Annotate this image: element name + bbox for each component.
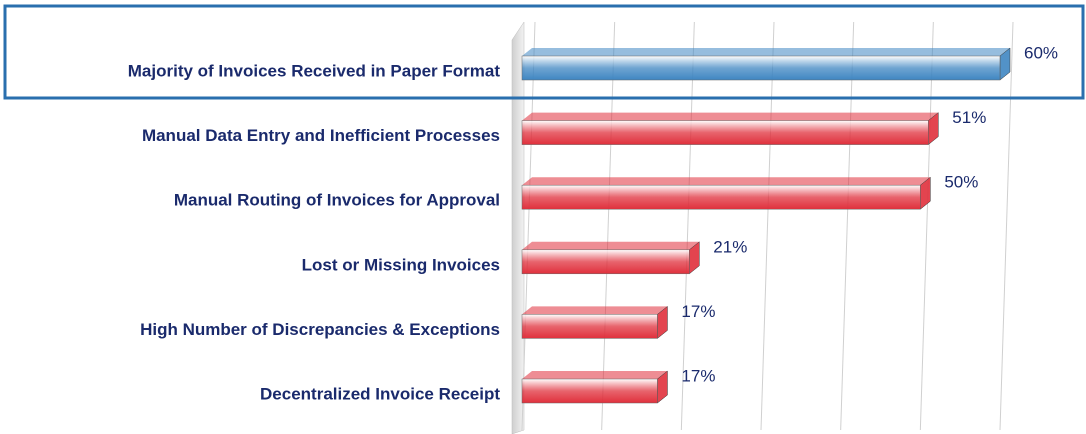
value-label: 50% (944, 173, 978, 192)
bar (521, 314, 658, 339)
grid-line (919, 21, 934, 431)
bar (521, 55, 1001, 81)
bar-top (522, 241, 700, 250)
grid-line (999, 21, 1014, 431)
category-label: Manual Routing of Invoices for Approval (174, 191, 500, 210)
value-label: 21% (713, 237, 747, 256)
value-label: 17% (681, 302, 715, 321)
bar (521, 184, 921, 210)
bar (521, 120, 929, 145)
bar (521, 249, 690, 275)
grid-line (521, 21, 536, 431)
grid-line (760, 21, 775, 431)
bar-top (522, 306, 668, 315)
grid-line (840, 21, 855, 431)
bar-top (522, 371, 668, 379)
highlight-box (3, 4, 1085, 100)
value-label: 60% (1024, 43, 1058, 62)
side-wall (511, 21, 525, 434)
category-label: Majority of Invoices Received in Paper F… (128, 61, 501, 80)
grid-line (601, 21, 616, 431)
bar (521, 378, 658, 404)
grid-line (680, 21, 695, 431)
category-label: High Number of Discrepancies & Exception… (140, 320, 500, 339)
category-label: Decentralized Invoice Receipt (260, 384, 500, 403)
bar-top (522, 48, 1010, 56)
bar-top (522, 177, 931, 186)
value-label: 17% (681, 366, 715, 385)
value-label: 51% (952, 108, 986, 127)
category-label: Lost or Missing Invoices (302, 255, 500, 274)
category-label: Manual Data Entry and Inefficient Proces… (142, 126, 500, 145)
bar-top (522, 112, 939, 121)
